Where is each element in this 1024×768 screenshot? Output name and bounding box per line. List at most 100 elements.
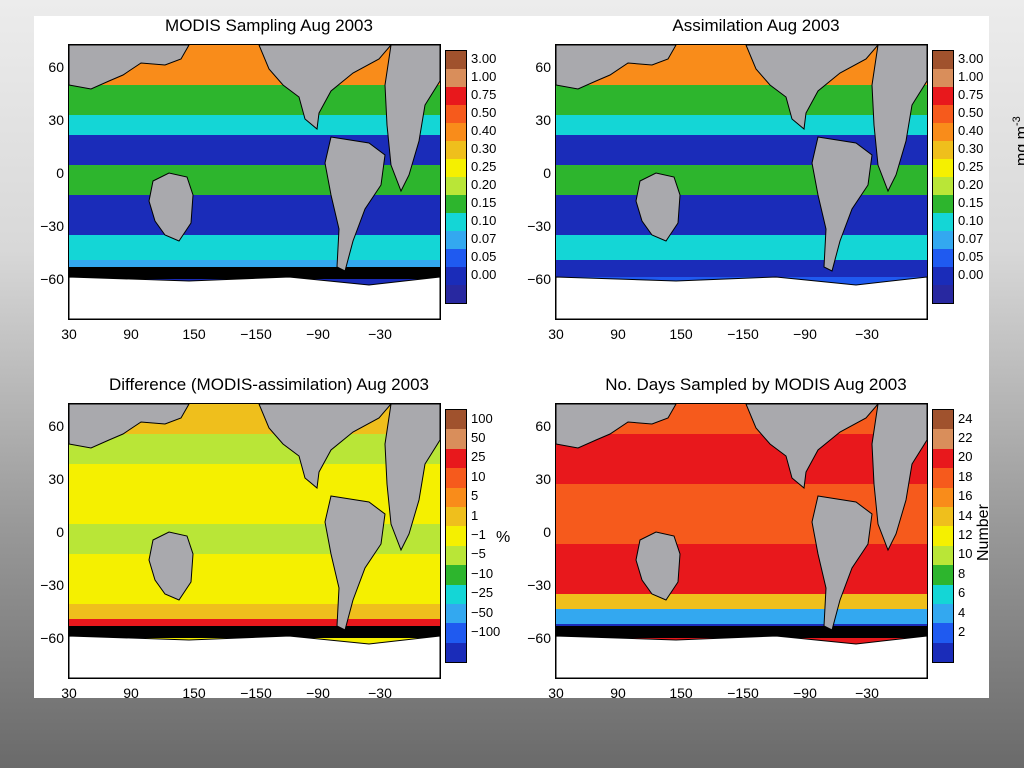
colorbar-segment xyxy=(446,123,466,141)
y-tick-label: 60 xyxy=(48,59,64,75)
y-tick-label: −30 xyxy=(40,218,64,234)
colorbar-segment xyxy=(933,468,953,488)
colorbar-tick-label: 6 xyxy=(958,585,966,601)
colorbar-segment xyxy=(446,51,466,69)
field-band xyxy=(556,195,927,235)
no-data-strip xyxy=(556,626,927,638)
colorbar-tick-label: 1 xyxy=(471,507,479,523)
field-band xyxy=(556,434,927,484)
chart-panel: Difference (MODIS-assimilation) Aug 2003… xyxy=(34,375,510,715)
colorbar-tick-label: 25 xyxy=(471,449,486,465)
colorbar-segment xyxy=(446,69,466,87)
colorbar-tick-label: 0.05 xyxy=(471,249,497,264)
y-tick-label: −60 xyxy=(40,630,64,646)
colorbar-segment xyxy=(446,87,466,105)
colorbar-tick-label: 0.25 xyxy=(471,159,497,174)
x-tick-label: −30 xyxy=(855,326,879,342)
colorbar-segment xyxy=(933,603,953,624)
colorbar-segment xyxy=(446,468,466,488)
colorbar-tick-label: 10 xyxy=(958,546,973,562)
colorbar-segment xyxy=(933,195,953,213)
colorbar-segment xyxy=(446,285,466,303)
landmass xyxy=(811,136,873,272)
unit-label: Number xyxy=(975,504,992,561)
y-tick-label: −30 xyxy=(40,577,64,593)
landmass xyxy=(635,531,681,601)
y-tick-label: 30 xyxy=(535,112,551,128)
field-band xyxy=(556,165,927,195)
field-band xyxy=(69,195,440,235)
colorbar-segment xyxy=(933,231,953,249)
figure-slide: MODIS Sampling Aug 2003 60 30 0 −30 −60 30 90 15… xyxy=(34,16,1024,701)
x-tick-label: −30 xyxy=(368,685,392,701)
landmass xyxy=(69,45,190,90)
colorbar-tick-label: 0.50 xyxy=(958,105,984,120)
colorbar-segment xyxy=(446,177,466,195)
colorbar-segment xyxy=(446,642,466,663)
colorbar-tick-label: 1.00 xyxy=(471,69,497,84)
colorbar-segment xyxy=(933,105,953,123)
y-tick-label: 30 xyxy=(48,112,64,128)
map-plot-area xyxy=(68,44,441,320)
colorbar-tick-label: 0.15 xyxy=(471,195,497,210)
landmass xyxy=(69,404,190,449)
landmass xyxy=(258,45,392,130)
colorbar-tick-label: 0.00 xyxy=(471,267,497,282)
colorbar-tick-label: 0.15 xyxy=(958,195,984,210)
field-band xyxy=(556,85,927,115)
x-tick-label: −30 xyxy=(368,326,392,342)
colorbar-tick-label: 5 xyxy=(471,488,479,504)
field-band xyxy=(69,434,440,464)
colorbar-labels: 3.00 1.00 0.75 0.50 0.40 0.30 0.25 0.20 0.15 0.10… xyxy=(958,50,1006,302)
colorbar-segment xyxy=(446,506,466,527)
field-band xyxy=(556,594,927,609)
colorbar-tick-label: 0.07 xyxy=(471,231,497,246)
field-band xyxy=(556,235,927,260)
colorbar-segment xyxy=(446,623,466,643)
x-tick-label: 30 xyxy=(61,326,77,342)
map-svg xyxy=(556,404,927,678)
chart-panel: No. Days Sampled by MODIS Aug 2003 60 30 0 −… xyxy=(521,375,992,715)
colorbar-segment xyxy=(933,51,953,69)
landmass xyxy=(148,531,194,601)
colorbar-segment xyxy=(933,565,953,585)
field-band xyxy=(69,619,440,629)
colorbar-tick-label: 100 xyxy=(471,410,493,426)
colorbar-segment xyxy=(933,506,953,527)
colorbar-segment xyxy=(933,249,953,267)
unit-label: mg m-3 xyxy=(1011,116,1024,166)
colorbar-tick-label: 0.50 xyxy=(471,105,497,120)
colorbar-tick-label: −50 xyxy=(471,604,494,620)
colorbar-segment xyxy=(446,195,466,213)
chart-title: No. Days Sampled by MODIS Aug 2003 xyxy=(605,375,907,394)
colorbar-tick-label: −10 xyxy=(471,565,494,581)
antarctica-landmass xyxy=(69,276,440,319)
colorbar-segment xyxy=(933,87,953,105)
x-tick-label: 30 xyxy=(61,685,77,701)
colorbar-segment xyxy=(446,584,466,604)
colorbar-segment xyxy=(933,177,953,195)
chart-title: Assimilation Aug 2003 xyxy=(672,16,840,35)
y-tick-label: 0 xyxy=(56,524,64,540)
colorbar-tick-label: 1.00 xyxy=(958,69,984,84)
colorbar-tick-label: −5 xyxy=(471,546,486,562)
colorbar-segment xyxy=(446,603,466,624)
x-tick-label: 90 xyxy=(610,685,626,701)
colorbar-segment xyxy=(446,267,466,285)
chart-panel: Assimilation Aug 2003 60 30 0 −30 −60 30 90 150 −… xyxy=(521,16,1024,356)
colorbar-segment xyxy=(933,159,953,177)
colorbar-tick-label: 18 xyxy=(958,468,973,484)
y-tick-label: −60 xyxy=(40,271,64,287)
x-tick-label: −30 xyxy=(855,685,879,701)
x-tick-label: −90 xyxy=(793,326,817,342)
landmass xyxy=(635,172,681,242)
colorbar-segment xyxy=(933,410,953,430)
colorbar-tick-label: 0.05 xyxy=(958,249,984,264)
colorbar-segment xyxy=(446,410,466,430)
colorbar-segment xyxy=(446,429,466,449)
x-tick-label: −150 xyxy=(240,685,272,701)
colorbar-tick-label: 4 xyxy=(958,604,966,620)
colorbar-labels: 3.00 1.00 0.75 0.50 0.40 0.30 0.25 0.20 0.15 0.10… xyxy=(471,50,519,302)
x-tick-label: 150 xyxy=(182,326,206,342)
no-data-strip xyxy=(69,267,440,279)
